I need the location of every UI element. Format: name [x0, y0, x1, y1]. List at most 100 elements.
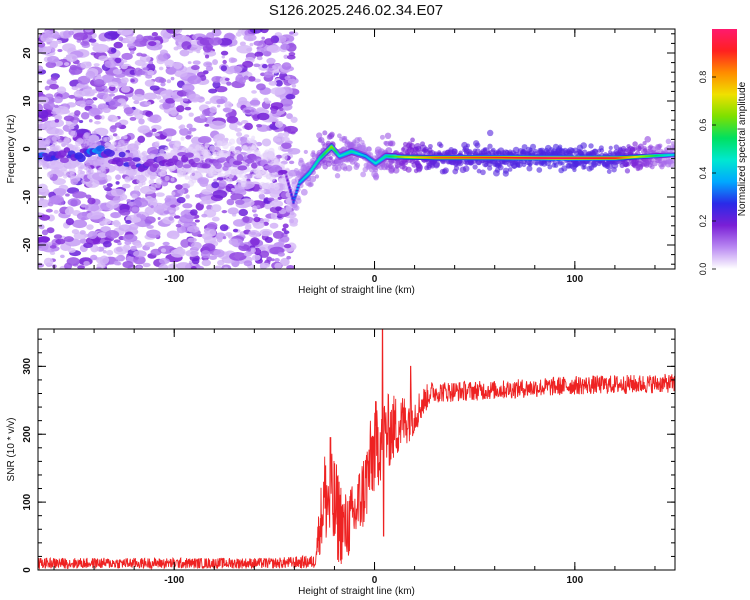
track-halo	[573, 160, 580, 166]
track-halo	[580, 142, 587, 149]
noise-blob	[65, 193, 70, 197]
track-core	[332, 148, 335, 150]
noise-blob	[181, 83, 195, 92]
noise-blob	[132, 38, 149, 47]
noise-blob	[268, 80, 278, 86]
noise-blob	[186, 225, 200, 233]
noise-blob	[67, 198, 81, 207]
noise-blob	[142, 262, 151, 268]
noise-blob	[136, 34, 144, 42]
track-halo	[74, 146, 81, 152]
noise-blob	[63, 62, 70, 66]
noise-blob	[249, 99, 261, 106]
noise-blob	[49, 83, 59, 90]
track-halo	[474, 142, 481, 149]
noise-blob	[259, 246, 266, 251]
noise-blob	[113, 41, 123, 49]
noise-blob	[162, 128, 177, 137]
noise-blob	[173, 215, 181, 219]
track-blob	[152, 163, 160, 169]
noise-blob	[92, 97, 98, 101]
noise-blob	[266, 45, 281, 54]
noise-blob	[68, 30, 75, 36]
track-core	[334, 150, 337, 153]
noise-blob	[228, 238, 239, 246]
snr-layer	[38, 329, 675, 570]
noise-blob	[224, 101, 233, 109]
track-core	[294, 194, 297, 197]
track-blob	[57, 150, 67, 158]
track-halo	[264, 182, 272, 190]
track-core	[337, 154, 340, 156]
top-x-tick-label: -100	[164, 274, 184, 285]
track-halo	[410, 137, 415, 143]
noise-blob	[280, 43, 290, 50]
noise-blob	[80, 103, 86, 108]
track-halo	[174, 140, 182, 148]
noise-blob	[250, 109, 255, 113]
noise-blob	[226, 115, 238, 124]
noise-blob	[145, 110, 154, 118]
track-halo	[51, 136, 57, 142]
noise-blob	[122, 234, 138, 243]
track-halo	[379, 134, 385, 140]
track-halo	[150, 153, 156, 159]
noise-blob	[224, 77, 230, 81]
snr-line	[38, 329, 675, 570]
top-y-tick-label: 0	[22, 146, 33, 152]
noise-blob	[170, 249, 186, 258]
track-blob	[130, 164, 138, 170]
noise-blob	[280, 98, 294, 107]
noise-blob	[208, 37, 223, 46]
track-blob	[236, 154, 244, 162]
noise-blob	[195, 202, 204, 211]
noise-blob	[212, 59, 219, 66]
track-halo	[345, 164, 353, 172]
noise-blob	[134, 67, 143, 76]
noise-blob	[116, 29, 133, 36]
noise-blob	[267, 197, 275, 202]
noise-blob	[68, 66, 83, 75]
noise-blob	[145, 74, 153, 79]
track-core	[292, 201, 295, 203]
track-halo	[43, 159, 50, 167]
noise-blob	[250, 248, 256, 254]
noise-blob	[270, 87, 286, 95]
track-core	[300, 179, 303, 182]
noise-blob	[144, 241, 155, 248]
noise-blob	[145, 208, 152, 214]
track-halo	[204, 142, 210, 148]
noise-blob	[131, 217, 142, 223]
track-blob	[118, 151, 126, 158]
noise-blob	[223, 266, 229, 269]
track-halo	[366, 146, 372, 153]
noise-blob	[158, 257, 170, 265]
noise-blob	[71, 229, 80, 235]
noise-blob	[189, 209, 198, 216]
noise-blob	[95, 247, 100, 252]
noise-blob	[120, 85, 131, 93]
track-halo	[216, 140, 223, 147]
noise-blob	[39, 197, 45, 201]
track-halo	[228, 138, 236, 145]
noise-blob	[243, 251, 252, 257]
noise-blob	[80, 61, 92, 69]
noise-blob	[187, 237, 197, 243]
noise-blob	[80, 40, 90, 46]
track-halo	[123, 142, 131, 150]
track-core	[333, 149, 336, 151]
noise-blob	[216, 104, 221, 108]
track-blob	[214, 162, 222, 170]
noise-blob	[272, 230, 284, 239]
noise-blob	[49, 245, 57, 249]
noise-blob	[261, 36, 265, 40]
noise-blob	[63, 236, 74, 243]
noise-blob	[165, 97, 176, 104]
track-halo	[322, 130, 328, 136]
track-halo	[487, 143, 493, 149]
noise-blob	[137, 125, 151, 134]
track-halo	[472, 164, 478, 170]
noise-blob	[245, 223, 252, 227]
